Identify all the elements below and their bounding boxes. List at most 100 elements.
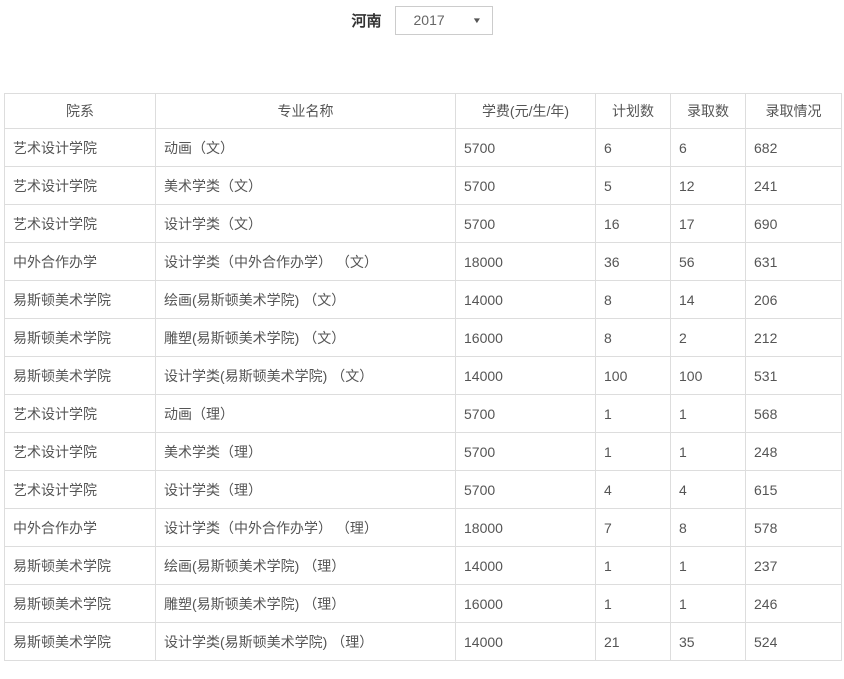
- admissions-table: 院系 专业名称 学费(元/生/年) 计划数 录取数 录取情况 艺术设计学院 动画（…: [4, 93, 842, 661]
- cell-admitted: 14: [670, 280, 746, 319]
- cell-tuition: 18000: [455, 242, 596, 281]
- cell-planned: 8: [595, 318, 671, 357]
- cell-major: 设计学类（文）: [155, 204, 456, 243]
- cell-admission-status: 568: [745, 394, 842, 433]
- cell-major: 雕塑(易斯顿美术学院) （文）: [155, 318, 456, 357]
- cell-major: 动画（理）: [155, 394, 456, 433]
- cell-admission-status: 206: [745, 280, 842, 319]
- cell-department: 易斯顿美术学院: [4, 356, 156, 395]
- table-row: 易斯顿美术学院 设计学类(易斯顿美术学院) （理） 14000 21 35 524: [4, 622, 842, 661]
- cell-department: 艺术设计学院: [4, 470, 156, 509]
- cell-admitted: 35: [670, 622, 746, 661]
- cell-major: 设计学类（理）: [155, 470, 456, 509]
- table-row: 艺术设计学院 动画（文） 5700 6 6 682: [4, 128, 842, 167]
- year-select[interactable]: 2017 ▼: [394, 5, 493, 35]
- cell-department: 艺术设计学院: [4, 166, 156, 205]
- cell-tuition: 14000: [455, 280, 596, 319]
- table-row: 中外合作办学 设计学类（中外合作办学） （文） 18000 36 56 631: [4, 242, 842, 281]
- table-row: 艺术设计学院 美术学类（理） 5700 1 1 248: [4, 432, 842, 471]
- cell-major: 绘画(易斯顿美术学院) （理）: [155, 546, 456, 585]
- table-row: 易斯顿美术学院 雕塑(易斯顿美术学院) （文） 16000 8 2 212: [4, 318, 842, 357]
- cell-tuition: 14000: [455, 356, 596, 395]
- cell-department: 易斯顿美术学院: [4, 622, 156, 661]
- cell-department: 中外合作办学: [4, 508, 156, 547]
- cell-department: 中外合作办学: [4, 242, 156, 281]
- cell-tuition: 5700: [455, 394, 596, 433]
- table-row: 易斯顿美术学院 雕塑(易斯顿美术学院) （理） 16000 1 1 246: [4, 584, 842, 623]
- cell-major: 美术学类（理）: [155, 432, 456, 471]
- cell-admission-status: 615: [745, 470, 842, 509]
- table-row: 易斯顿美术学院 绘画(易斯顿美术学院) （文） 14000 8 14 206: [4, 280, 842, 319]
- cell-tuition: 5700: [455, 204, 596, 243]
- cell-planned: 8: [595, 280, 671, 319]
- cell-admission-status: 248: [745, 432, 842, 471]
- cell-admitted: 1: [670, 394, 746, 433]
- filter-bar: 河南 2017 ▼: [0, 0, 844, 35]
- cell-major: 设计学类（中外合作办学） （文）: [155, 242, 456, 281]
- cell-admission-status: 212: [745, 318, 842, 357]
- cell-department: 易斯顿美术学院: [4, 318, 156, 357]
- cell-admission-status: 241: [745, 166, 842, 205]
- cell-admitted: 4: [670, 470, 746, 509]
- cell-tuition: 5700: [455, 128, 596, 167]
- cell-admission-status: 690: [745, 204, 842, 243]
- cell-department: 艺术设计学院: [4, 394, 156, 433]
- table-row: 易斯顿美术学院 设计学类(易斯顿美术学院) （文） 14000 100 100 531: [4, 356, 842, 395]
- cell-planned: 36: [595, 242, 671, 281]
- col-header-department: 院系: [4, 93, 156, 129]
- table-row: 艺术设计学院 动画（理） 5700 1 1 568: [4, 394, 842, 433]
- cell-admitted: 2: [670, 318, 746, 357]
- cell-admission-status: 524: [745, 622, 842, 661]
- cell-tuition: 14000: [455, 546, 596, 585]
- cell-planned: 1: [595, 584, 671, 623]
- cell-admitted: 1: [670, 432, 746, 471]
- cell-admitted: 56: [670, 242, 746, 281]
- cell-planned: 100: [595, 356, 671, 395]
- cell-planned: 7: [595, 508, 671, 547]
- cell-major: 动画（文）: [155, 128, 456, 167]
- cell-admitted: 1: [670, 546, 746, 585]
- table-row: 艺术设计学院 设计学类（理） 5700 4 4 615: [4, 470, 842, 509]
- year-select-value: 2017: [413, 12, 445, 28]
- cell-admitted: 100: [670, 356, 746, 395]
- cell-tuition: 14000: [455, 622, 596, 661]
- table-row: 艺术设计学院 设计学类（文） 5700 16 17 690: [4, 204, 842, 243]
- cell-admitted: 6: [670, 128, 746, 167]
- cell-planned: 5: [595, 166, 671, 205]
- cell-major: 美术学类（文）: [155, 166, 456, 205]
- cell-department: 易斯顿美术学院: [4, 546, 156, 585]
- col-header-admission-status: 录取情况: [745, 93, 842, 129]
- cell-tuition: 5700: [455, 470, 596, 509]
- cell-major: 雕塑(易斯顿美术学院) （理）: [155, 584, 456, 623]
- cell-planned: 1: [595, 546, 671, 585]
- table-row: 艺术设计学院 美术学类（文） 5700 5 12 241: [4, 166, 842, 205]
- cell-planned: 1: [595, 432, 671, 471]
- cell-planned: 4: [595, 470, 671, 509]
- cell-department: 易斯顿美术学院: [4, 584, 156, 623]
- col-header-admitted: 录取数: [670, 93, 746, 129]
- cell-tuition: 5700: [455, 432, 596, 471]
- cell-admission-status: 531: [745, 356, 842, 395]
- cell-admitted: 8: [670, 508, 746, 547]
- cell-admission-status: 578: [745, 508, 842, 547]
- chevron-down-icon: ▼: [471, 15, 482, 25]
- table-header-row: 院系 专业名称 学费(元/生/年) 计划数 录取数 录取情况: [4, 93, 842, 129]
- cell-planned: 6: [595, 128, 671, 167]
- table-row: 中外合作办学 设计学类（中外合作办学） （理） 18000 7 8 578: [4, 508, 842, 547]
- col-header-planned: 计划数: [595, 93, 671, 129]
- cell-major: 绘画(易斯顿美术学院) （文）: [155, 280, 456, 319]
- cell-major: 设计学类(易斯顿美术学院) （文）: [155, 356, 456, 395]
- cell-tuition: 5700: [455, 166, 596, 205]
- cell-planned: 1: [595, 394, 671, 433]
- col-header-tuition: 学费(元/生/年): [455, 93, 596, 129]
- cell-tuition: 18000: [455, 508, 596, 547]
- cell-admitted: 1: [670, 584, 746, 623]
- cell-tuition: 16000: [455, 318, 596, 357]
- cell-planned: 16: [595, 204, 671, 243]
- cell-department: 艺术设计学院: [4, 204, 156, 243]
- cell-admitted: 17: [670, 204, 746, 243]
- cell-major: 设计学类（中外合作办学） （理）: [155, 508, 456, 547]
- cell-admitted: 12: [670, 166, 746, 205]
- cell-department: 艺术设计学院: [4, 128, 156, 167]
- cell-department: 易斯顿美术学院: [4, 280, 156, 319]
